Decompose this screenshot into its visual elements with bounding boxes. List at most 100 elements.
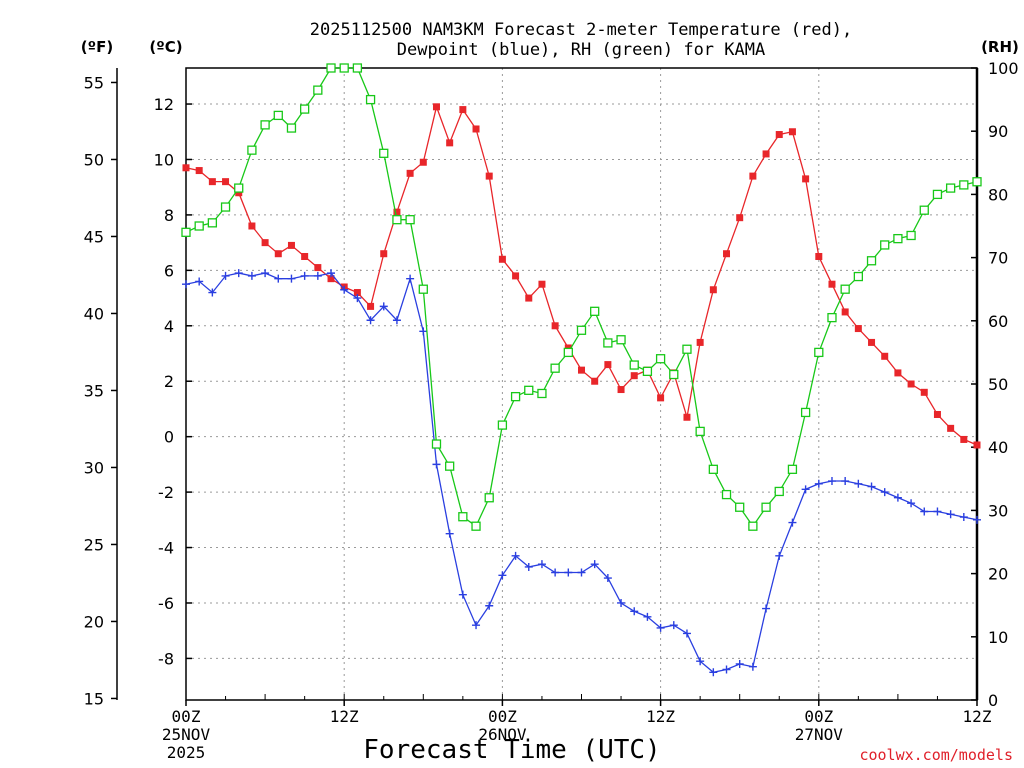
rh-point xyxy=(893,233,903,244)
dewpoint-point xyxy=(419,327,428,336)
rh-point xyxy=(642,366,653,377)
temperature-point xyxy=(617,386,625,394)
rh-point xyxy=(655,354,666,364)
temperature-point xyxy=(314,264,322,272)
dewpoint-point xyxy=(551,568,560,577)
series-rh xyxy=(181,63,982,531)
rh-tick-label: 40 xyxy=(988,438,1008,457)
rh-point xyxy=(814,347,824,358)
rh-tick-label: 90 xyxy=(988,122,1008,141)
rh-point xyxy=(669,369,679,380)
temperature-point xyxy=(195,167,203,175)
chart-title-line-1: 2025112500 NAM3KM Forecast 2-meter Tempe… xyxy=(310,20,852,40)
dewpoint-point xyxy=(814,479,823,488)
time-tick-label: 00Z xyxy=(172,707,201,726)
dewpoint-point xyxy=(406,274,415,283)
rh-point xyxy=(695,426,705,437)
rh-point xyxy=(220,202,231,212)
temperature-point xyxy=(828,280,836,288)
rh-point xyxy=(919,205,929,215)
dewpoint-point xyxy=(907,499,916,508)
rh-point xyxy=(194,221,204,231)
temperature-point xyxy=(380,250,388,258)
dewpoint-point xyxy=(643,612,652,621)
dewpoint-point xyxy=(709,668,718,677)
dewpoint-point xyxy=(458,590,467,599)
rh-unit-label: (RH) xyxy=(981,38,1019,56)
rh-tick-label: 30 xyxy=(988,501,1008,520)
celsius-tick-label: -2 xyxy=(158,483,174,502)
rh-point xyxy=(748,521,758,531)
rh-point xyxy=(800,407,811,418)
temperature-point xyxy=(182,164,190,172)
dewpoint-point xyxy=(340,285,349,294)
dewpoint-point xyxy=(524,562,533,571)
rh-point xyxy=(761,502,771,512)
dewpoint-point xyxy=(920,507,929,516)
rh-point xyxy=(392,215,402,225)
dewpoint-point xyxy=(880,488,889,497)
dewpoint-point xyxy=(432,460,441,469)
dewpoint-point xyxy=(577,568,586,577)
rh-point xyxy=(880,240,890,250)
dewpoint-point xyxy=(261,269,270,278)
temperature-point xyxy=(630,372,638,380)
year-label: 2025 xyxy=(167,743,206,762)
dewpoint-point xyxy=(287,274,296,283)
dewpoint-point xyxy=(392,316,401,325)
temperature-point xyxy=(472,125,480,133)
rh-point xyxy=(840,284,850,294)
temperature-point xyxy=(446,139,454,147)
time-tick-label: 12Z xyxy=(330,707,359,726)
temperature-point xyxy=(353,289,361,297)
dewpoint-point xyxy=(498,571,507,580)
rh-tick-label: 70 xyxy=(988,249,1008,268)
rh-point xyxy=(537,388,547,399)
celsius-tick-label: 8 xyxy=(164,206,174,225)
dewpoint-point xyxy=(603,574,612,583)
rh-axis: 0 10 20 30 40 50 60 70 80 90 100 xyxy=(971,59,1019,710)
dewpoint-point xyxy=(854,479,863,488)
fahrenheit-tick-label: 55 xyxy=(84,73,104,92)
rh-point xyxy=(379,148,389,158)
rh-tick-label: 80 xyxy=(988,185,1008,204)
temperature-point xyxy=(762,150,770,158)
x-axis-title: Forecast Time (UTC) xyxy=(363,735,660,765)
rh-tick-label: 20 xyxy=(988,565,1008,584)
dewpoint-point xyxy=(933,507,942,516)
rh-tick-label: 60 xyxy=(988,312,1008,331)
dewpoint-point xyxy=(682,629,691,638)
temperature-point xyxy=(485,172,493,180)
temperature-point xyxy=(736,214,744,222)
dewpoint-point xyxy=(788,518,797,527)
temperature-point xyxy=(696,338,704,346)
dewpoint-point xyxy=(630,607,639,616)
temperature-point xyxy=(854,325,862,333)
rh-tick-label: 0 xyxy=(988,691,998,710)
plot-frame xyxy=(185,67,978,701)
temperature-point xyxy=(538,280,546,288)
rh-point xyxy=(550,363,560,373)
dewpoint-point xyxy=(775,551,784,560)
rh-point xyxy=(181,227,191,237)
rh-point xyxy=(445,461,455,471)
dewpoint-point xyxy=(274,274,283,283)
dewpoint-point xyxy=(353,294,362,303)
dewpoint-point xyxy=(748,662,757,671)
credit-link[interactable]: coolwx.com/models xyxy=(859,746,1013,764)
rh-tick-label: 100 xyxy=(988,59,1019,78)
rh-line xyxy=(185,67,978,528)
dewpoint-point xyxy=(234,269,243,278)
dewpoint-point xyxy=(247,271,256,280)
temperature-point xyxy=(419,158,427,166)
rh-point xyxy=(906,230,916,241)
rh-point xyxy=(524,385,534,395)
temperature-point xyxy=(657,394,665,402)
dewpoint-point xyxy=(327,269,336,278)
rh-point xyxy=(418,284,428,294)
rh-point xyxy=(299,104,310,114)
fahrenheit-axis: 15 20 25 30 35 40 45 50 55 xyxy=(84,73,117,708)
dewpoint-point xyxy=(300,271,309,280)
rh-point xyxy=(708,464,718,474)
